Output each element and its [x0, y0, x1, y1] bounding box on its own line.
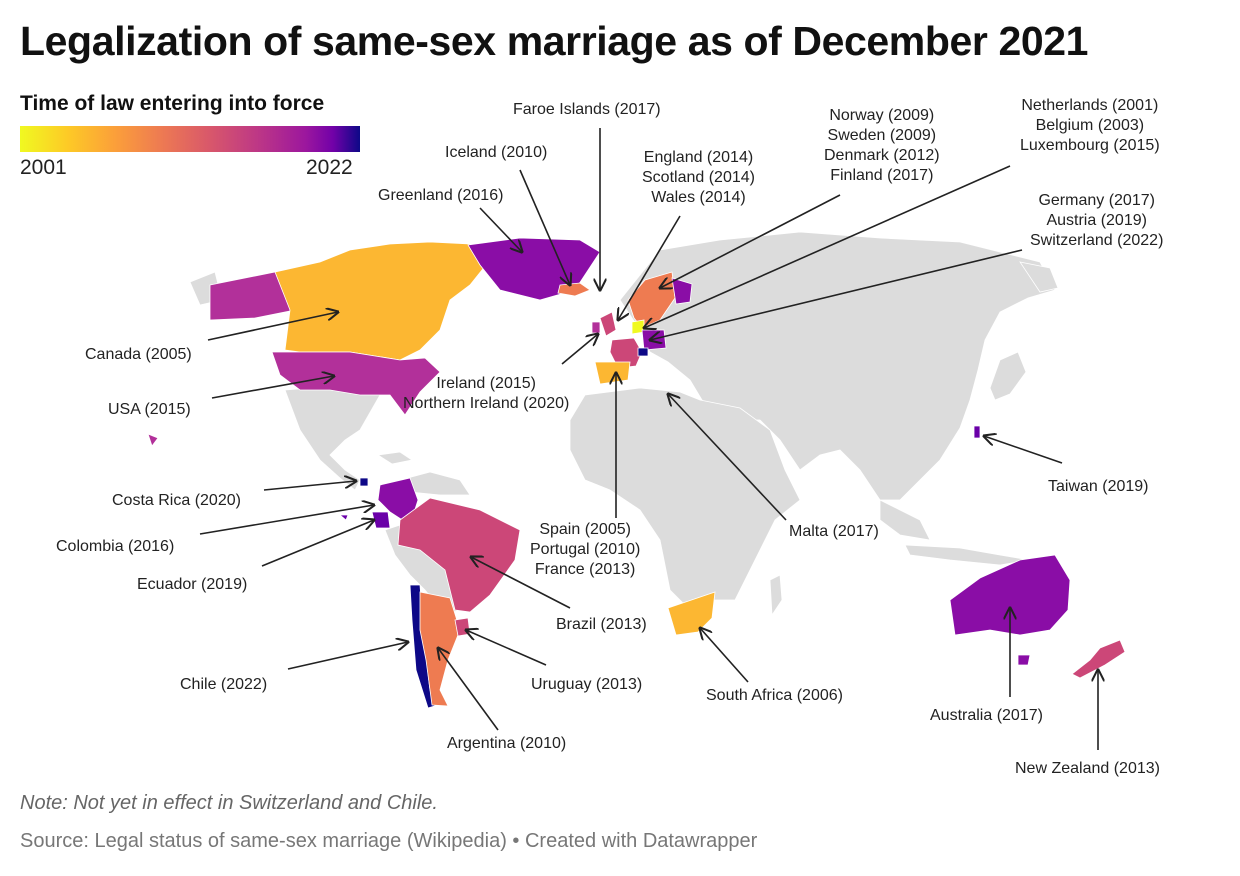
- region-hawaii: [147, 433, 159, 447]
- label-netherlands: Netherlands (2001): [1021, 97, 1159, 114]
- label-england: England (2014): [643, 149, 754, 166]
- arrow-ireland: [561, 334, 598, 365]
- label-denmark: Denmark (2012): [824, 147, 940, 164]
- arrow-uruguay: [466, 630, 547, 666]
- label-costa-rica: Costa Rica (2020): [112, 492, 241, 509]
- country-uruguay: [454, 617, 471, 637]
- label-benelux: Netherlands (2001) Belgium (2003) Luxemb…: [1020, 96, 1160, 156]
- legend-max-label: 2022: [306, 156, 353, 179]
- label-faroe: Faroe Islands (2017): [513, 101, 661, 118]
- label-germany: Germany (2017): [1038, 192, 1155, 209]
- label-dach: Germany (2017) Austria (2019) Switzerlan…: [1030, 191, 1163, 251]
- label-wales: Wales (2014): [651, 189, 746, 206]
- country-finland: [671, 277, 693, 305]
- arrow-argentina: [438, 648, 499, 731]
- label-greenland: Greenland (2016): [378, 187, 504, 204]
- arrow-costa-rica: [263, 481, 356, 491]
- region-galapagos: [338, 514, 349, 521]
- country-usa: [271, 351, 441, 416]
- label-australia: Australia (2017): [930, 707, 1043, 724]
- region-tasmania: [1017, 654, 1031, 666]
- arrow-taiwan: [984, 436, 1063, 464]
- legend-min-label: 2001: [20, 156, 67, 179]
- country-south-africa: [667, 591, 716, 636]
- land-background: [189, 231, 1059, 617]
- source-credit: Source: Legal status of same-sex marriag…: [20, 830, 758, 852]
- arrow-ecuador: [261, 520, 374, 567]
- chart-title: Legalization of same-sex marriage as of …: [20, 18, 1089, 64]
- country-france: [609, 337, 643, 369]
- label-spain: Spain (2005): [539, 521, 631, 538]
- arrow-colombia: [199, 505, 374, 535]
- label-canada: Canada (2005): [85, 346, 192, 363]
- country-costa-rica: [359, 477, 369, 487]
- country-iberia: [594, 361, 631, 385]
- label-uruguay: Uruguay (2013): [531, 676, 643, 693]
- arrow-iceland: [519, 169, 570, 285]
- label-finland: Finland (2017): [830, 167, 934, 184]
- label-usa: USA (2015): [108, 401, 191, 418]
- country-uk: [599, 311, 617, 337]
- country-australia: [949, 554, 1071, 636]
- label-norway: Norway (2009): [829, 107, 935, 124]
- arrow-canada: [207, 312, 338, 341]
- label-northern-ireland: Northern Ireland (2020): [403, 395, 570, 412]
- label-portugal: Portugal (2010): [530, 541, 641, 558]
- country-germany-austria: [641, 329, 667, 351]
- legend-title: Time of law entering into force: [20, 92, 325, 115]
- label-south-africa: South Africa (2006): [706, 687, 843, 704]
- arrow-dach: [650, 249, 1023, 340]
- legend-color-scale: [20, 126, 360, 152]
- arrow-south-africa: [700, 628, 749, 683]
- label-ireland-country: Ireland (2015): [436, 375, 536, 392]
- arrow-malta: [668, 394, 787, 521]
- label-nordic: Norway (2009) Sweden (2009) Denmark (201…: [824, 106, 940, 186]
- label-ireland: Ireland (2015) Northern Ireland (2020): [403, 374, 569, 414]
- label-argentina: Argentina (2010): [447, 735, 567, 752]
- country-ecuador: [371, 511, 391, 529]
- label-sweden: Sweden (2009): [827, 127, 937, 144]
- label-chile: Chile (2022): [180, 676, 268, 693]
- label-brazil: Brazil (2013): [556, 616, 647, 633]
- label-scotland: Scotland (2014): [642, 169, 755, 186]
- label-switzerland: Switzerland (2022): [1030, 232, 1164, 249]
- label-luxembourg: Luxembourg (2015): [1020, 137, 1160, 154]
- annotation-arrows: [199, 128, 1098, 750]
- arrow-uk: [618, 215, 681, 320]
- arrow-nordic: [660, 194, 841, 288]
- country-iceland: [557, 282, 591, 297]
- arrow-benelux: [644, 165, 1011, 328]
- label-france: France (2013): [534, 561, 636, 578]
- label-uk: England (2014) Scotland (2014) Wales (20…: [642, 148, 755, 208]
- label-new-zealand: New Zealand (2013): [1015, 760, 1160, 777]
- label-taiwan: Taiwan (2019): [1048, 478, 1149, 495]
- footnote: Note: Not yet in effect in Switzerland a…: [20, 792, 438, 814]
- label-iberia: Spain (2005) Portugal (2010) France (201…: [530, 520, 640, 580]
- countries-legalized: [147, 237, 1126, 709]
- arrow-chile: [287, 642, 408, 670]
- label-austria: Austria (2019): [1046, 212, 1147, 229]
- label-malta: Malta (2017): [789, 523, 879, 540]
- label-belgium: Belgium (2003): [1035, 117, 1145, 134]
- arrow-greenland: [479, 207, 522, 252]
- country-ireland: [591, 321, 601, 334]
- country-canada: [274, 241, 491, 361]
- arrow-brazil: [471, 557, 571, 609]
- country-switzerland: [637, 347, 649, 357]
- country-taiwan: [973, 425, 981, 439]
- country-brazil: [397, 497, 521, 613]
- arrow-usa: [211, 376, 334, 399]
- label-ecuador: Ecuador (2019): [137, 576, 248, 593]
- label-iceland: Iceland (2010): [445, 144, 548, 161]
- label-colombia: Colombia (2016): [56, 538, 175, 555]
